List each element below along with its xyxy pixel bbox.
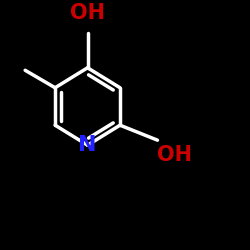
- Text: N: N: [78, 135, 97, 155]
- Text: OH: OH: [70, 3, 105, 23]
- Text: OH: OH: [158, 145, 192, 165]
